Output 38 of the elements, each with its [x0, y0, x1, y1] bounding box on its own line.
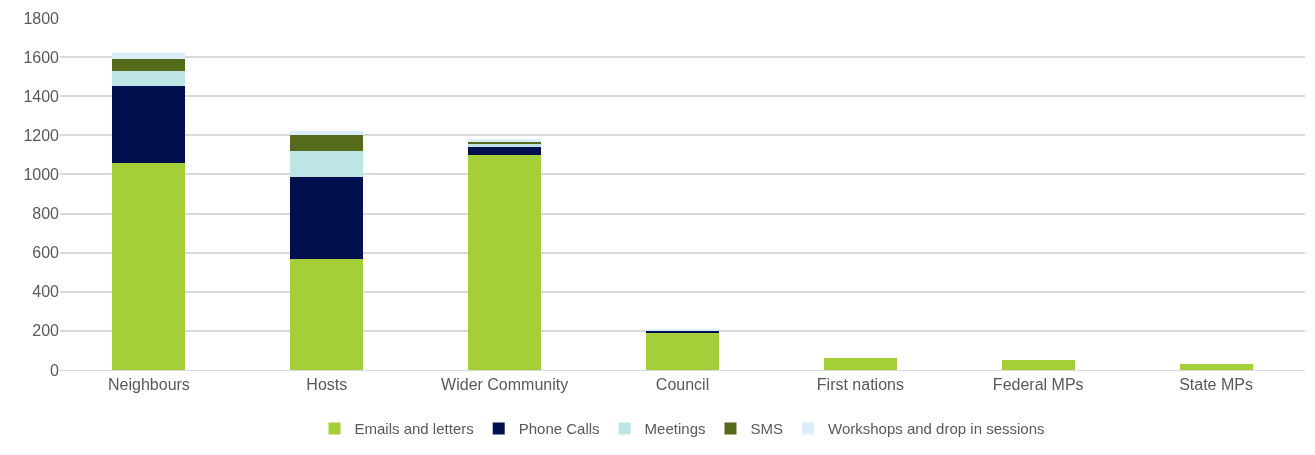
- bar: [1179, 364, 1253, 370]
- bar: [112, 70, 186, 87]
- bar: [112, 59, 186, 71]
- legend-label: Meetings: [644, 420, 706, 438]
- legend-label: Phone Calls: [518, 420, 600, 438]
- x-tick-label: Council: [655, 376, 710, 394]
- y-tick-label: 1000: [23, 166, 60, 184]
- x-tick-label: State MPs: [1179, 376, 1253, 394]
- x-tick-label: First nations: [816, 376, 904, 394]
- y-tick-label: 1200: [23, 126, 60, 144]
- x-tick-label: Wider Community: [441, 376, 569, 394]
- bar: [112, 86, 186, 163]
- legend-label: Emails and letters: [354, 420, 474, 438]
- y-tick-label: 200: [32, 322, 60, 340]
- bar: [290, 258, 364, 370]
- y-tick-label: 1800: [23, 9, 60, 27]
- x-tick-label: Federal MPs: [992, 376, 1084, 394]
- bar: [823, 358, 897, 370]
- y-tick-label: 0: [50, 361, 60, 379]
- bar: [112, 162, 186, 370]
- legend-label: Workshops and drop in sessions: [828, 420, 1045, 438]
- y-tick-label: 800: [32, 205, 60, 223]
- x-tick-label: Hosts: [306, 376, 348, 394]
- bar: [290, 177, 364, 259]
- y-tick-label: 1600: [23, 48, 60, 66]
- bar: [290, 150, 364, 178]
- bar: [468, 154, 542, 370]
- y-tick-label: 400: [32, 283, 60, 301]
- x-tick-label: Neighbours: [108, 376, 190, 394]
- bar: [290, 135, 364, 151]
- y-tick-label: 1400: [23, 87, 60, 105]
- y-tick-label: 600: [32, 244, 60, 262]
- bar: [290, 131, 364, 136]
- bar: [112, 53, 186, 60]
- bar: [646, 332, 719, 370]
- bar: [1001, 360, 1075, 370]
- bar: [468, 147, 542, 155]
- legend-label: SMS: [750, 420, 783, 438]
